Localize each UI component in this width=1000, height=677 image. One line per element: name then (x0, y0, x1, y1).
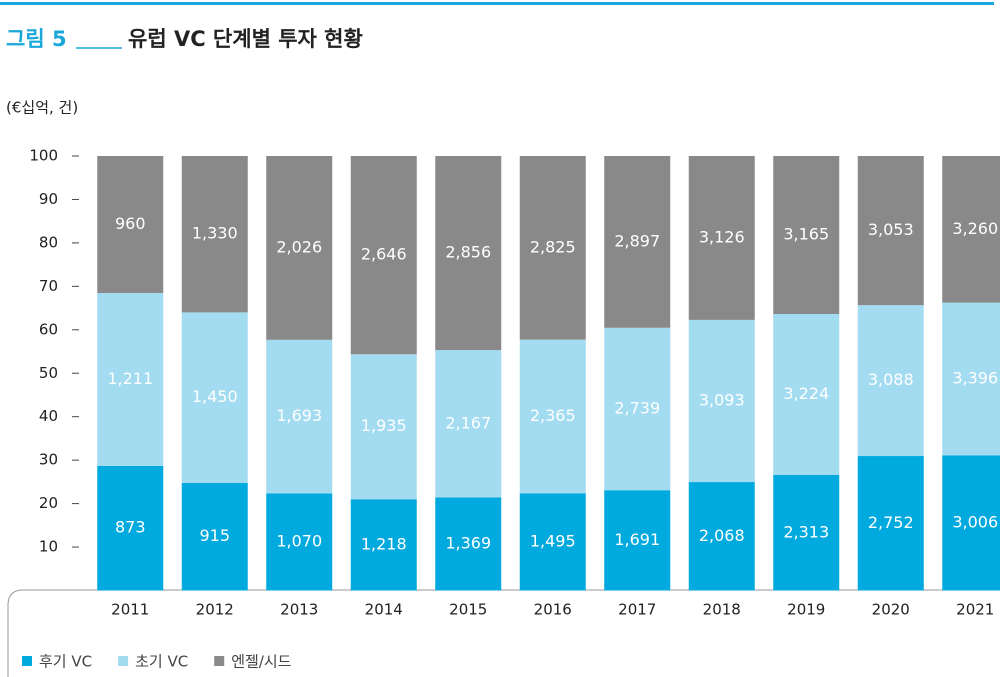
bar-segment (604, 327, 671, 491)
data-label: 2,167 (445, 413, 491, 432)
bar-segment (773, 156, 840, 315)
x-tick-label: 2014 (365, 601, 403, 619)
y-tick-label: 100 (29, 147, 58, 165)
x-tick-label: 2021 (956, 601, 994, 619)
frame (7, 589, 994, 677)
x-tick-label: 2011 (111, 601, 149, 619)
x-tick-label: 2020 (872, 601, 910, 619)
legend-swatch (118, 656, 129, 666)
y-tick-label: 70 (39, 277, 58, 295)
unit-label: (€십억, 건) (6, 99, 78, 117)
bar-segment (350, 499, 417, 591)
data-label: 1,218 (361, 534, 407, 553)
y-tick-label: 50 (39, 364, 58, 382)
bar-segment (857, 156, 924, 306)
bar-segment (604, 490, 671, 591)
legend-swatch (22, 656, 32, 666)
y-tick-label: 40 (39, 407, 58, 425)
x-tick-label: 2017 (618, 601, 656, 619)
bar-segment (519, 493, 586, 591)
data-label: 1,070 (276, 531, 322, 550)
bar-segment (350, 156, 417, 355)
x-tick-label: 2015 (449, 601, 487, 619)
legend-label: 엔젤/시드 (231, 653, 291, 671)
bar-segment (773, 475, 840, 591)
chart-title: 유럽 VC 단계별 투자 현황 (128, 27, 363, 51)
data-label: 3,053 (868, 220, 914, 239)
bar-segment (435, 350, 502, 498)
data-label: 1,330 (192, 224, 238, 243)
data-label: 2,313 (783, 522, 829, 541)
data-label: 2,752 (868, 513, 914, 532)
x-tick-label: 2019 (787, 601, 825, 619)
data-label: 960 (115, 214, 146, 233)
bar-segment (857, 456, 924, 591)
data-label: 2,068 (699, 526, 745, 545)
data-label: 873 (115, 518, 146, 537)
bar-segment (519, 156, 586, 340)
data-label: 2,026 (276, 237, 322, 256)
data-label: 2,897 (614, 231, 660, 250)
y-tick-label: 20 (39, 494, 58, 512)
bar-segment (857, 305, 924, 457)
top-rule (0, 2, 994, 5)
data-label: 3,006 (952, 512, 998, 531)
data-label: 1,450 (192, 387, 238, 406)
bar-segment (942, 302, 1000, 456)
bar-segment (519, 339, 586, 494)
bar-segment (266, 339, 333, 494)
data-label: 3,224 (783, 384, 829, 403)
bar-segment (435, 497, 502, 591)
bar-segment (266, 156, 333, 340)
bar-segment (97, 465, 164, 591)
bar-segment (688, 482, 755, 591)
x-tick-label: 2012 (196, 601, 234, 619)
y-tick-label: 60 (39, 320, 58, 338)
x-tick-label: 2018 (703, 601, 741, 619)
data-label: 3,260 (952, 219, 998, 238)
bar-segment (97, 156, 164, 294)
data-label: 2,365 (530, 406, 576, 425)
bar-segment (181, 482, 248, 591)
bar-segment (435, 156, 502, 351)
bar-segment (942, 455, 1000, 591)
data-label: 3,396 (952, 368, 998, 387)
bar-segment (181, 156, 248, 313)
bar-segment (688, 156, 755, 320)
data-label: 1,691 (614, 530, 660, 549)
bar-segment (942, 156, 1000, 303)
bar-segment (350, 354, 417, 500)
data-label: 1,495 (530, 531, 576, 550)
data-label: 3,126 (699, 227, 745, 246)
data-label: 2,856 (445, 243, 491, 262)
legend-label: 후기 VC (39, 653, 92, 671)
bar-segment (266, 493, 333, 591)
figure-label: 그림 5 (6, 27, 67, 51)
legend-label: 초기 VC (135, 653, 188, 671)
x-tick-label: 2013 (280, 601, 318, 619)
data-label: 1,211 (107, 369, 153, 388)
bar-segment (97, 293, 164, 466)
legend-swatch (214, 656, 225, 666)
data-label: 2,739 (614, 399, 660, 418)
y-tick-label: 30 (39, 451, 58, 469)
data-label: 1,935 (361, 416, 407, 435)
y-tick-label: 80 (39, 233, 58, 251)
bar-segment (773, 314, 840, 476)
data-label: 915 (199, 526, 230, 545)
y-tick-label: 90 (39, 190, 58, 208)
bar-segment (604, 156, 671, 328)
y-tick-label: 10 (39, 538, 58, 556)
data-label: 3,088 (868, 370, 914, 389)
data-label: 2,646 (361, 245, 407, 264)
x-tick-label: 2016 (534, 601, 572, 619)
data-label: 2,825 (530, 237, 576, 256)
data-label: 1,369 (445, 533, 491, 552)
bar-segment (688, 319, 755, 483)
data-label: 3,093 (699, 390, 745, 409)
bar-segment (181, 312, 248, 483)
data-label: 1,693 (276, 406, 322, 425)
data-label: 3,165 (783, 225, 829, 244)
